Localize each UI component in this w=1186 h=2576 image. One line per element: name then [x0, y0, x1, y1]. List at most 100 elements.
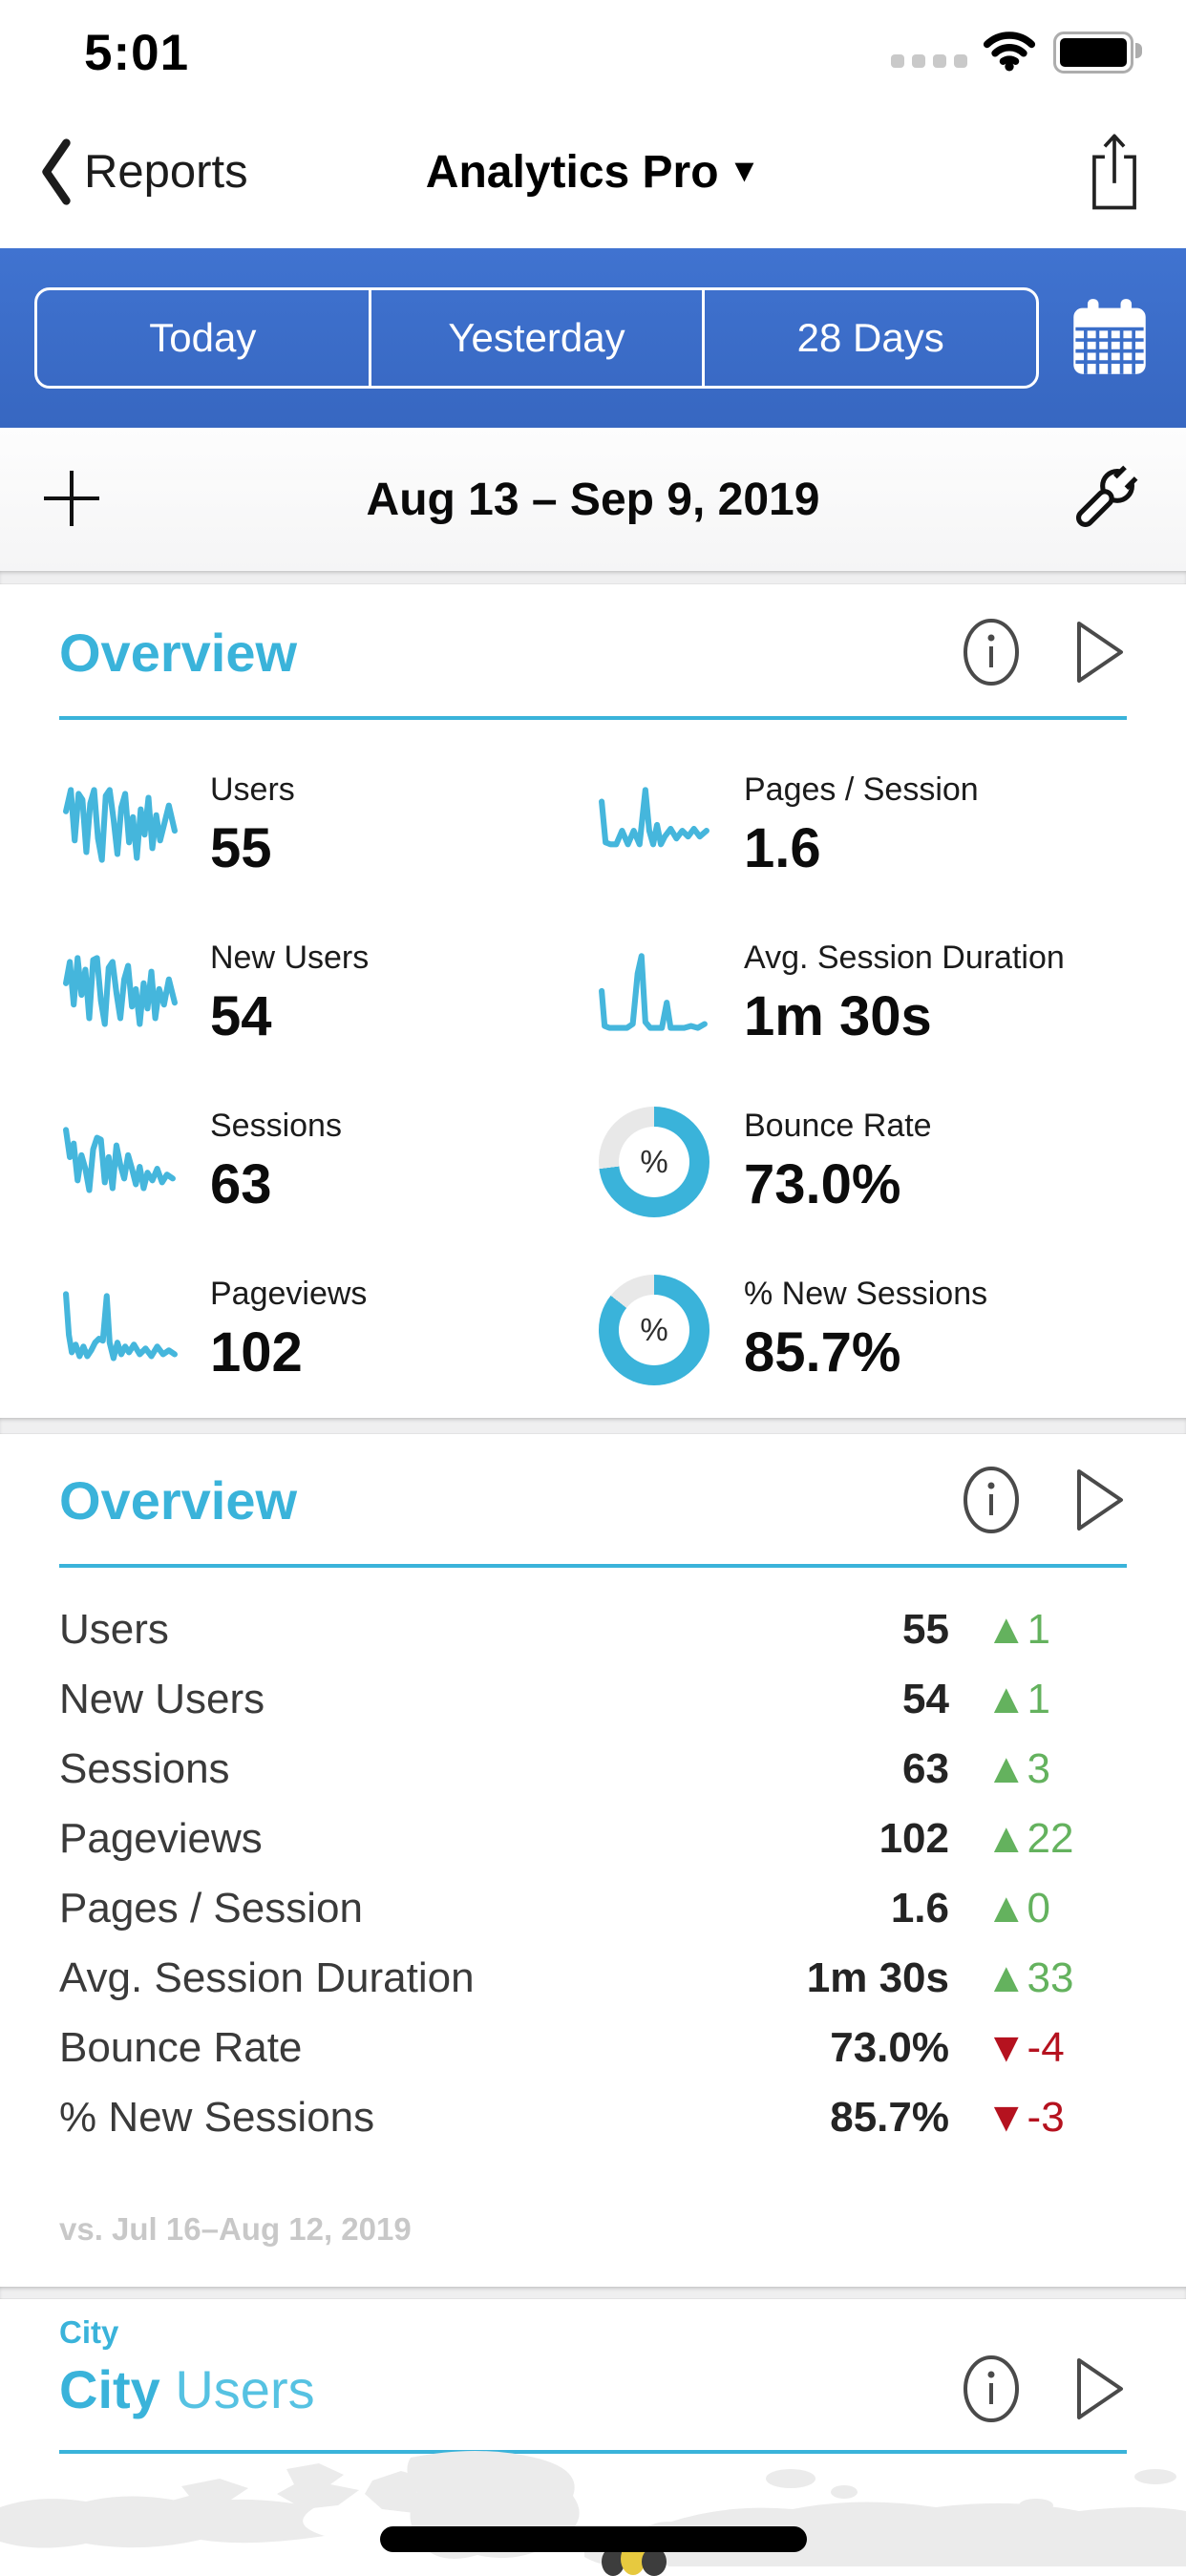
metric-label: Sessions [210, 1108, 342, 1144]
row-label: Bounce Rate [59, 2023, 303, 2071]
metric-grid: Users 55 Pages / Session 1.6 New Users 5… [59, 720, 1127, 1386]
metric-value: 54 [210, 985, 272, 1047]
metric-value: 55 [210, 817, 272, 879]
run-report-button[interactable] [1073, 616, 1127, 688]
row-label: Users [59, 1605, 169, 1653]
metric-label: Pages / Session [744, 771, 979, 808]
calendar-button[interactable] [1068, 296, 1152, 380]
metric-percent-new-sessions: % % New Sessions 85.7% [593, 1274, 1127, 1386]
metric-bounce-rate: % Bounce Rate 73.0% [593, 1106, 1127, 1218]
custom-date-bar: Aug 13 – Sep 9, 2019 [0, 428, 1186, 571]
row-delta: ▼-3 [985, 2093, 1065, 2141]
row-value: 54 [902, 1675, 949, 1722]
page-title: Analytics Pro [425, 146, 719, 198]
new-users-sparkline-icon [59, 940, 181, 1047]
date-range-toolbar: Today Yesterday 28 Days [0, 248, 1186, 428]
status-bar: 5:01 [0, 0, 1186, 95]
pageviews-sparkline-icon [59, 1277, 181, 1383]
row-value: 1m 30s [806, 1953, 949, 2001]
comparison-period-note: vs. Jul 16–Aug 12, 2019 [59, 2211, 412, 2247]
session-duration-sparkline-icon [593, 940, 715, 1047]
row-label: Sessions [59, 1744, 230, 1792]
wifi-icon [983, 30, 1036, 76]
metric-value: 63 [210, 1153, 272, 1215]
date-range-label: Aug 13 – Sep 9, 2019 [366, 474, 820, 525]
info-icon [964, 619, 1019, 686]
metric-label: Avg. Session Duration [744, 940, 1065, 976]
add-widget-button[interactable] [42, 469, 101, 531]
overview-widget-card: Overview Users 55 [0, 584, 1186, 1418]
row-delta: ▲1 [985, 1605, 1051, 1653]
widget-dimension-label: City [59, 2314, 119, 2350]
settings-button[interactable] [1066, 459, 1144, 540]
clock: 5:01 [84, 24, 190, 81]
chevron-down-icon: ▼ [728, 152, 761, 189]
metric-value: 1m 30s [744, 985, 932, 1047]
metric-sessions: Sessions 63 [59, 1106, 593, 1218]
section-divider [0, 571, 1186, 584]
metric-label: % New Sessions [744, 1276, 988, 1312]
row-value: 85.7% [830, 2093, 949, 2141]
metric-value: 73.0% [744, 1153, 901, 1215]
share-button[interactable] [1083, 127, 1146, 218]
table-row-percent-new-sessions: % New Sessions 85.7% ▼-3 [59, 2082, 1127, 2152]
back-button[interactable]: Reports [40, 137, 248, 206]
plus-icon [44, 470, 99, 526]
row-value: 73.0% [830, 2023, 949, 2071]
row-delta: ▲0 [985, 1884, 1051, 1932]
28-days-button[interactable]: 28 Days [705, 290, 1036, 386]
table-row-pages-per-session: Pages / Session 1.6 ▲0 [59, 1873, 1127, 1943]
pages-session-sparkline-icon [593, 772, 715, 879]
row-value: 1.6 [890, 1884, 949, 1932]
row-label: New Users [59, 1675, 265, 1722]
info-icon [964, 2355, 1019, 2422]
run-report-button[interactable] [1073, 2353, 1127, 2425]
percent-symbol: % [619, 1127, 689, 1197]
card-title: Overview [59, 622, 298, 683]
row-label: Pages / Session [59, 1884, 363, 1932]
accent-underline [59, 2450, 1127, 2454]
metric-value: 85.7% [744, 1321, 901, 1383]
today-button[interactable]: Today [37, 290, 371, 386]
users-sparkline-icon [59, 772, 181, 879]
wrench-icon [1075, 464, 1138, 527]
row-value: 63 [902, 1744, 949, 1792]
account-selector[interactable]: Analytics Pro ▼ [0, 145, 1186, 200]
yesterday-button[interactable]: Yesterday [371, 290, 706, 386]
metric-new-users: New Users 54 [59, 938, 593, 1050]
row-delta: ▲22 [985, 1814, 1074, 1862]
section-divider [0, 1418, 1186, 1434]
metric-label: New Users [210, 940, 370, 976]
play-icon [1077, 2358, 1123, 2419]
run-report-button[interactable] [1073, 1464, 1127, 1536]
row-delta: ▲3 [985, 1744, 1051, 1792]
section-divider [0, 2287, 1186, 2299]
calendar-icon [1073, 299, 1146, 374]
info-button[interactable] [955, 614, 1027, 690]
card-title: Overview [59, 1469, 298, 1531]
cellular-signal-icon [891, 37, 967, 68]
bounce-rate-donut-icon: % [593, 1107, 715, 1217]
metric-comparison-table: Users 55 ▲1 New Users 54 ▲1 Sessions 63 … [59, 1568, 1127, 2152]
info-button[interactable] [955, 1462, 1027, 1538]
row-label: Avg. Session Duration [59, 1953, 475, 2001]
navigation-bar: Reports Analytics Pro ▼ [0, 95, 1186, 248]
home-indicator[interactable] [380, 2526, 807, 2552]
back-label: Reports [84, 146, 248, 198]
metric-label: Bounce Rate [744, 1108, 932, 1144]
accent-underline [59, 716, 1127, 720]
metric-pageviews: Pageviews 102 [59, 1274, 593, 1386]
row-value: 102 [879, 1814, 949, 1862]
share-icon [1092, 134, 1136, 209]
metric-label: Users [210, 771, 295, 808]
table-row-pageviews: Pageviews 102 ▲22 [59, 1804, 1127, 1873]
metric-value: 102 [210, 1321, 303, 1383]
chevron-left-icon [42, 138, 71, 205]
card-title: City Users [59, 2358, 315, 2419]
metric-avg-session-duration: Avg. Session Duration 1m 30s [593, 938, 1127, 1050]
table-row-sessions: Sessions 63 ▲3 [59, 1734, 1127, 1804]
info-button[interactable] [955, 2351, 1027, 2427]
metric-label: Pageviews [210, 1276, 368, 1312]
accent-underline [59, 1564, 1127, 1568]
new-sessions-donut-icon: % [593, 1275, 715, 1385]
